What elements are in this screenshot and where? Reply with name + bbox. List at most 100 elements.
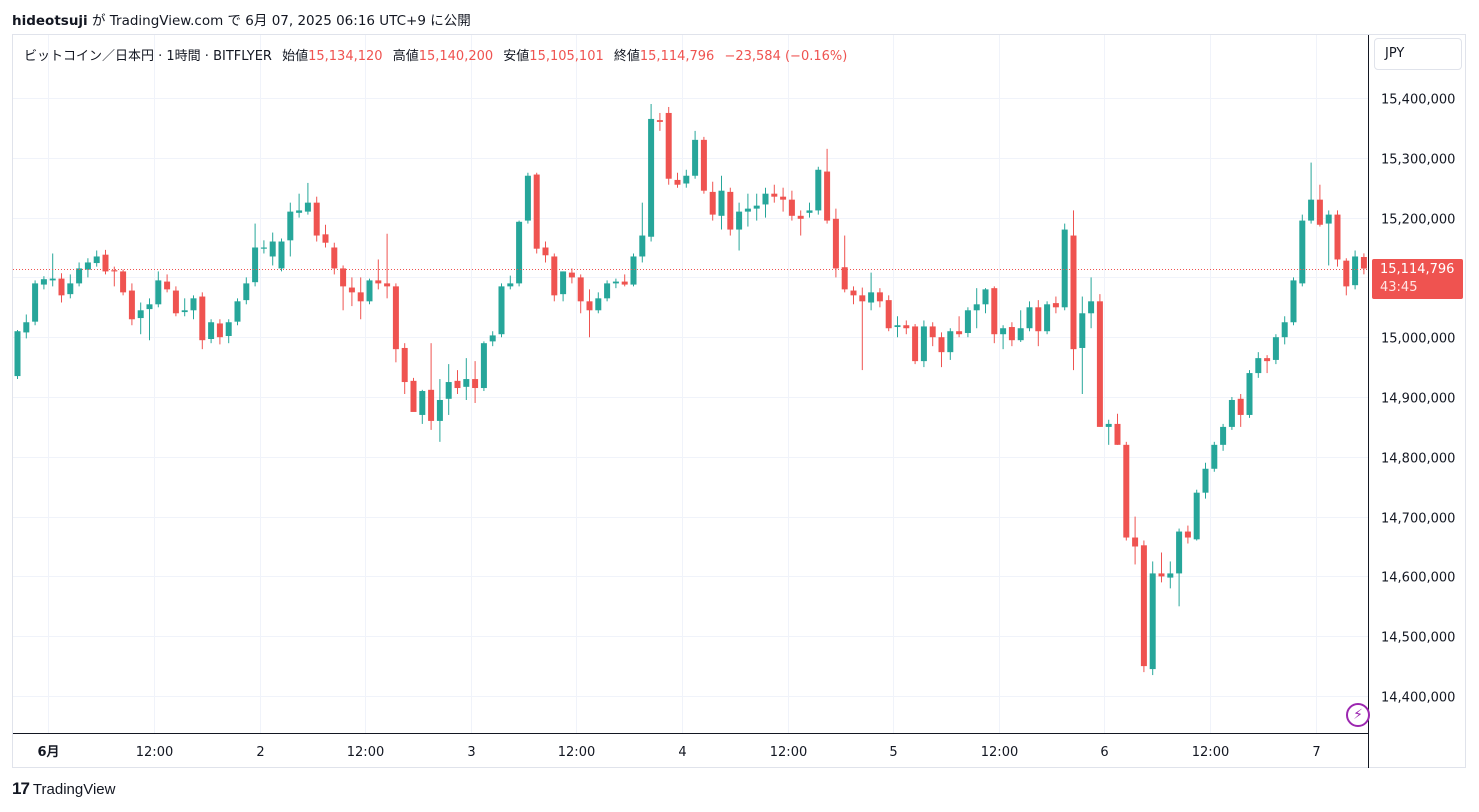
candle-down — [832, 218, 839, 269]
candle-up — [269, 241, 276, 257]
price-axis-label: 14,400,000 — [1381, 691, 1455, 706]
candle-up — [920, 326, 927, 362]
tradingview-logo-text: TradingView — [32, 781, 116, 798]
open-value: 15,134,120 — [308, 49, 383, 64]
candle-up — [67, 283, 74, 295]
candle-down — [1052, 303, 1059, 308]
candle-up — [1255, 358, 1262, 374]
tradingview-logo[interactable]: 17 TradingView — [12, 779, 115, 799]
candle-down — [375, 280, 382, 284]
symbol-description[interactable]: ビットコイン／日本円 · 1時間 · BITFLYER — [24, 49, 272, 64]
lightning-icon[interactable]: ⚡ — [1346, 703, 1370, 727]
time-axis-label: 12:00 — [981, 745, 1018, 760]
candle-down — [956, 331, 963, 335]
candle-up — [445, 382, 452, 399]
candle-down — [665, 112, 672, 179]
candle-up — [762, 193, 769, 205]
candle-up — [23, 322, 30, 333]
candle-up — [815, 169, 822, 211]
candle-up — [225, 322, 232, 337]
candle-up — [1000, 328, 1007, 335]
candle-up — [1299, 220, 1306, 284]
candle-up — [1149, 573, 1156, 670]
candle-up — [278, 241, 285, 269]
last-price-value: 15,114,796 — [1380, 262, 1455, 277]
candle-up — [419, 391, 426, 415]
candle-down — [313, 202, 320, 236]
candle-down — [58, 278, 65, 296]
candle-up — [1193, 492, 1200, 540]
candle-down — [340, 268, 347, 287]
candle-up — [489, 335, 496, 342]
candle-down — [859, 295, 866, 302]
candle-up — [753, 205, 760, 209]
candle-up — [155, 280, 162, 305]
candle-down — [410, 380, 417, 412]
candle-down — [568, 272, 575, 278]
time-axis-label: 12:00 — [1192, 745, 1229, 760]
time-axis-label: 12:00 — [347, 745, 384, 760]
candle-down — [1360, 256, 1367, 269]
tradingview-logo-mark: 17 — [12, 779, 30, 798]
candle-up — [252, 247, 259, 283]
open-label: 始値 — [282, 49, 309, 64]
candle-up — [76, 268, 83, 284]
publish-info: が TradingView.com で 6月 07, 2025 06:16 UT… — [91, 13, 471, 29]
time-axis-label: 12:00 — [558, 745, 595, 760]
author-name[interactable]: hideotsuji — [12, 13, 88, 29]
candle-up — [1105, 423, 1112, 427]
price-axis-label: 14,700,000 — [1381, 512, 1455, 527]
candle-up — [964, 310, 971, 334]
candle-up — [595, 298, 602, 311]
candle-down — [322, 234, 329, 243]
candle-down — [120, 271, 127, 293]
currency-button[interactable]: JPY — [1374, 38, 1462, 70]
candle-up — [190, 298, 197, 311]
candle-up — [1061, 229, 1068, 308]
candle-up — [480, 343, 487, 389]
candle-up — [40, 279, 47, 285]
high-label: 高値 — [392, 49, 419, 64]
candle-down — [727, 191, 734, 230]
candle-down — [621, 281, 628, 285]
last-price-tag: 15,114,796 43:45 — [1372, 259, 1463, 299]
candle-down — [357, 292, 364, 302]
candle-down — [472, 379, 479, 389]
candle-down — [1140, 545, 1147, 667]
candle-down — [912, 326, 919, 362]
candle-up — [137, 310, 144, 319]
candle-down — [1132, 537, 1139, 547]
candle-down — [885, 300, 892, 329]
candle-down — [331, 247, 338, 269]
candle-up — [1167, 573, 1174, 578]
time-axis-label: 6月 — [37, 745, 59, 760]
candle-down — [1123, 444, 1130, 538]
candle-up — [93, 256, 100, 264]
time-axis-label: 5 — [889, 745, 897, 760]
candle-up — [260, 247, 267, 249]
time-axis-label: 4 — [678, 745, 686, 760]
candle-up — [304, 202, 311, 212]
price-axis-label: 14,500,000 — [1381, 631, 1455, 646]
change-value: −23,584 (−0.16%) — [724, 49, 848, 64]
candle-down — [1035, 307, 1042, 332]
price-axis-label: 14,600,000 — [1381, 571, 1455, 586]
candle-up — [718, 190, 725, 216]
bar-countdown: 43:45 — [1380, 280, 1418, 295]
candle-up — [296, 210, 303, 213]
candle-up — [868, 292, 875, 303]
candle-down — [172, 290, 179, 314]
candle-down — [876, 292, 883, 302]
candle-down — [384, 283, 391, 287]
candle-down — [850, 290, 857, 296]
price-axis-label: 15,200,000 — [1381, 213, 1455, 228]
time-axis-label: 12:00 — [770, 745, 807, 760]
candle-down — [1008, 327, 1015, 341]
candle-up — [630, 256, 637, 285]
candle-up — [1202, 468, 1209, 493]
candle-up — [1211, 444, 1218, 469]
candle-up — [639, 235, 646, 257]
candle-up — [1088, 301, 1095, 314]
candle-up — [498, 286, 505, 335]
